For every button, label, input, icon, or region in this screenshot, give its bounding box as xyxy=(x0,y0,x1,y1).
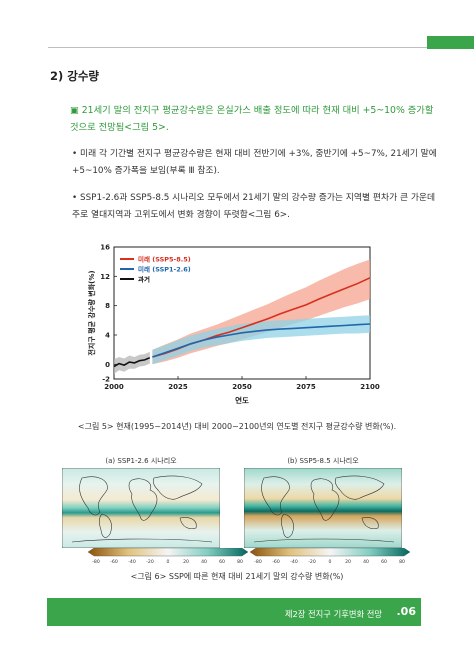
y-tick-label: 12 xyxy=(100,273,110,281)
y-axis-label: 전지구 평균 강수량 변화(%) xyxy=(87,270,96,355)
series-line-1 xyxy=(152,323,371,358)
x-tick-label: 2075 xyxy=(296,383,316,391)
x-tick-label: 2100 xyxy=(360,383,380,391)
colorbar-tick: 80 xyxy=(399,559,405,565)
map-ssp585 xyxy=(244,468,402,548)
colorbar-tick: 40 xyxy=(201,559,207,565)
page-number: .06 xyxy=(396,605,417,618)
precipitation-change-chart: 2000 2025 2050 2075 2100 -2 0 4 8 12 16 연도 전지구 평균 강수… xyxy=(87,244,380,406)
legend-entry: 미래 (SSP5-8.5) xyxy=(138,255,191,264)
colorbar-tick: -20 xyxy=(308,559,316,565)
header-tab xyxy=(427,36,474,49)
colorbar-b: -80 -60 -40 -20 0 20 40 60 80 xyxy=(250,548,410,565)
colorbar-tick: 20 xyxy=(345,559,351,565)
colorbar-tick: 0 xyxy=(329,559,332,565)
colorbar-tick: -80 xyxy=(92,559,100,565)
section-title: 2) 강수량 xyxy=(50,69,100,83)
y-tick-label: 0 xyxy=(105,361,110,369)
legend-entry: 미래 (SSP1-2.6) xyxy=(138,265,191,274)
colorbar-tick: -40 xyxy=(290,559,298,565)
header-rule xyxy=(48,47,428,48)
footer-chapter: 제2장 전지구 기후변화 전망 xyxy=(284,609,382,619)
bullet-item: • 미래 각 기간별 전지구 평균강수량은 현재 대비 전반기에 +3%, 중반… xyxy=(72,146,444,179)
key-finding: ▣ 21세기 말의 전지구 평균강수량은 온실가스 배출 정도에 따라 현재 대… xyxy=(70,102,442,136)
footer-bar xyxy=(47,598,421,626)
map-ssp126 xyxy=(62,468,220,548)
colorbar-tick: -80 xyxy=(254,559,262,565)
legend-entry: 과거 xyxy=(138,275,150,284)
y-tick-label: 4 xyxy=(105,332,110,340)
coastline-b xyxy=(253,475,395,543)
colorbar-tick: 60 xyxy=(219,559,225,565)
bullet-marker: • xyxy=(72,149,78,159)
colorbar-a: -80 -60 -40 -20 0 20 40 60 80 xyxy=(88,548,248,565)
colorbar-tick: 0 xyxy=(167,559,170,565)
bullet-marker: • xyxy=(72,193,78,203)
colorbar-tick: 40 xyxy=(363,559,369,565)
colorbar-tick: -60 xyxy=(110,559,118,565)
colorbar-tick: 20 xyxy=(183,559,189,565)
colorbar-tick: -20 xyxy=(146,559,154,565)
figure6-caption: <그림 6> SSP에 따른 현재 대비 21세기 말의 강수량 변화(%) xyxy=(130,572,344,581)
colorbar-tick: -40 xyxy=(128,559,136,565)
y-tick-label: 16 xyxy=(100,244,110,252)
colorbar-tick: -60 xyxy=(272,559,280,565)
map-a-label: (a) SSP1-2.6 시나리오 xyxy=(105,457,177,465)
bullet-text: SSP1-2.6과 SSP5-8.5 시나리오 모두에서 21세기 말의 강수량… xyxy=(72,193,436,220)
colorbar-tick: 60 xyxy=(381,559,387,565)
key-finding-marker: ▣ xyxy=(70,105,79,116)
coastline-a xyxy=(71,475,213,543)
x-tick-label: 2050 xyxy=(232,383,252,391)
colorbar-tick: 80 xyxy=(237,559,243,565)
series-line-2 xyxy=(113,356,151,368)
figure5-caption: <그림 5> 현재(1995~2014년) 대비 2000~2100년의 연도별… xyxy=(77,422,397,431)
map-b-label: (b) SSP5-8.5 시나리오 xyxy=(287,457,359,465)
x-tick-label: 2025 xyxy=(168,383,188,391)
x-axis-label: 연도 xyxy=(235,395,249,405)
key-finding-text: 21세기 말의 전지구 평균강수량은 온실가스 배출 정도에 따라 현재 대비 … xyxy=(70,105,434,133)
bullet-text: 미래 각 기간별 전지구 평균강수량은 현재 대비 전반기에 +3%, 중반기에… xyxy=(72,149,437,176)
bullet-item: • SSP1-2.6과 SSP5-8.5 시나리오 모두에서 21세기 말의 강… xyxy=(72,190,444,223)
y-tick-label: -2 xyxy=(102,376,110,384)
x-tick-label: 2000 xyxy=(104,383,124,391)
y-tick-label: 8 xyxy=(105,302,110,310)
